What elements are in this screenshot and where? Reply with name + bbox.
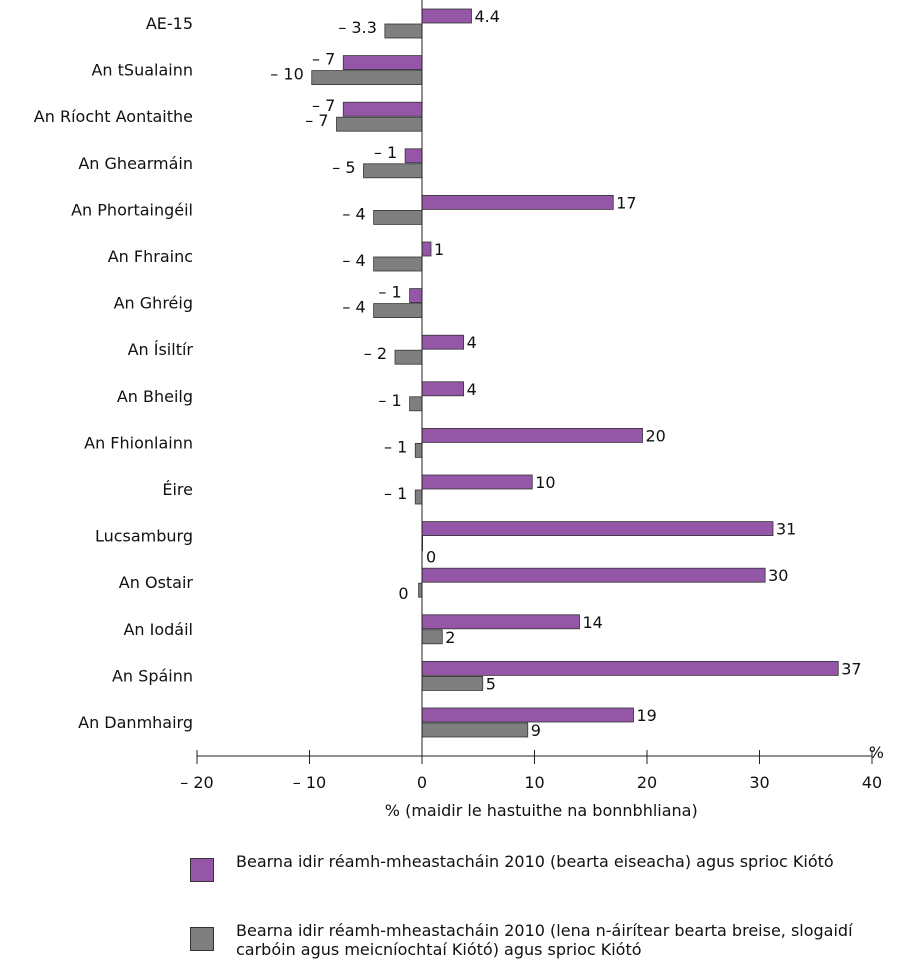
- data-label: 20: [646, 426, 666, 445]
- bar-series-1: [421, 707, 634, 723]
- bar-series-1: [421, 474, 533, 490]
- data-label: 4: [467, 333, 477, 352]
- data-label: 4: [467, 380, 477, 399]
- data-label: 5: [486, 674, 496, 693]
- bar-series-1: [342, 55, 423, 70]
- data-label: 1: [434, 240, 444, 259]
- data-label: – 1: [378, 283, 401, 302]
- bar-series-1: [342, 101, 423, 117]
- x-tick-label: 0: [417, 773, 427, 792]
- category-label: Lucsamburg: [95, 527, 193, 546]
- x-tick-label: 40: [862, 773, 882, 792]
- data-label: 37: [841, 659, 861, 678]
- data-label: – 1: [384, 484, 407, 503]
- bar-series-2: [414, 442, 423, 458]
- data-label: – 2: [364, 344, 387, 363]
- data-label: – 7: [312, 50, 335, 69]
- category-label: An Spáinn: [112, 666, 193, 685]
- legend-item-series-1: Bearna idir réamh-mheastacháin 2010 (bea…: [190, 852, 834, 882]
- bar-series-1: [421, 661, 839, 676]
- bar-series-1: [421, 567, 766, 583]
- x-ticks: – 20 – 10 0 10 20 30 40: [180, 750, 882, 792]
- data-label: – 4: [342, 204, 365, 223]
- data-label: 31: [776, 520, 796, 539]
- x-axis-unit: %: [869, 743, 884, 762]
- bar-series-1: [421, 427, 643, 443]
- bar-series-2: [373, 303, 423, 319]
- bar-series-2: [421, 629, 443, 645]
- x-tick-label: – 10: [293, 773, 326, 792]
- data-label: – 4: [342, 298, 365, 317]
- category-label: Éire: [162, 480, 193, 499]
- bar-series-2: [336, 116, 423, 132]
- category-label: An Ísiltír: [128, 340, 194, 359]
- data-label: 4.4: [475, 7, 500, 26]
- bar-series-1: [421, 614, 580, 630]
- category-label: An Danmhairg: [78, 713, 193, 732]
- legend-label-series-2: Bearna idir réamh-mheastacháin 2010 (len…: [236, 921, 853, 959]
- data-label: 9: [531, 721, 541, 740]
- data-label: 17: [616, 193, 636, 212]
- bar-series-2: [414, 489, 423, 505]
- bar-series-2: [384, 23, 423, 39]
- bar-series-1: [421, 241, 432, 257]
- data-label: 30: [768, 566, 788, 585]
- data-label: – 1: [374, 143, 397, 162]
- category-label: An Iodáil: [123, 620, 193, 639]
- bar-series-2: [311, 70, 423, 85]
- bar-series-2: [409, 396, 423, 412]
- bar-series-2: [373, 256, 423, 272]
- category-label: An Ghearmáin: [78, 154, 193, 173]
- data-label: – 3.3: [338, 18, 377, 37]
- bar-series-1: [404, 148, 423, 164]
- bar-series-1: [421, 334, 465, 350]
- category-label: An Phortaingéil: [71, 200, 193, 219]
- x-tick-label: 20: [637, 773, 657, 792]
- data-label: 10: [535, 473, 555, 492]
- bar-series-1: [421, 521, 774, 536]
- bar-series-2: [421, 676, 484, 691]
- bar-series-1: [421, 8, 472, 24]
- bar-series-2: [421, 722, 529, 738]
- data-label: 0: [398, 584, 408, 603]
- bar-series-1: [409, 288, 423, 304]
- bar-series-2: [418, 582, 423, 598]
- data-label: 14: [583, 613, 603, 632]
- x-tick-label: – 20: [180, 773, 213, 792]
- data-label: 19: [637, 706, 657, 725]
- x-tick-label: 30: [749, 773, 769, 792]
- legend-swatch-series-1: [190, 858, 214, 882]
- data-label: – 4: [342, 251, 365, 270]
- data-label: 0: [426, 548, 436, 567]
- category-label: An Ghréig: [114, 294, 193, 313]
- bar-series-1: [421, 194, 614, 210]
- data-label: – 7: [305, 111, 328, 130]
- data-label: – 7: [312, 96, 335, 115]
- data-label: – 1: [384, 437, 407, 456]
- data-label: – 5: [332, 158, 355, 177]
- x-axis-title: % (maidir le hastuithe na bonnbhliana): [385, 801, 698, 820]
- category-label: An Ríocht Aontaithe: [34, 107, 193, 126]
- category-label: AE-15: [146, 14, 193, 33]
- category-label: An Fhionlainn: [84, 433, 193, 452]
- legend-swatch-series-2: [190, 927, 214, 951]
- bar-series-2: [363, 163, 423, 179]
- legend-label-series-1: Bearna idir réamh-mheastacháin 2010 (bea…: [236, 852, 834, 871]
- x-tick-label: 10: [524, 773, 544, 792]
- data-label: – 10: [270, 65, 303, 84]
- bar-series-2: [373, 209, 423, 225]
- category-label: An tSualainn: [91, 61, 193, 80]
- category-label: An Fhrainc: [108, 247, 193, 266]
- data-label: – 1: [378, 391, 401, 410]
- bar-series-2: [394, 349, 423, 365]
- category-label: An Bheilg: [117, 387, 193, 406]
- legend-item-series-2: Bearna idir réamh-mheastacháin 2010 (len…: [190, 921, 900, 959]
- category-label: An Ostair: [119, 573, 194, 592]
- bar-series-1: [421, 381, 465, 397]
- data-label: 2: [445, 628, 455, 647]
